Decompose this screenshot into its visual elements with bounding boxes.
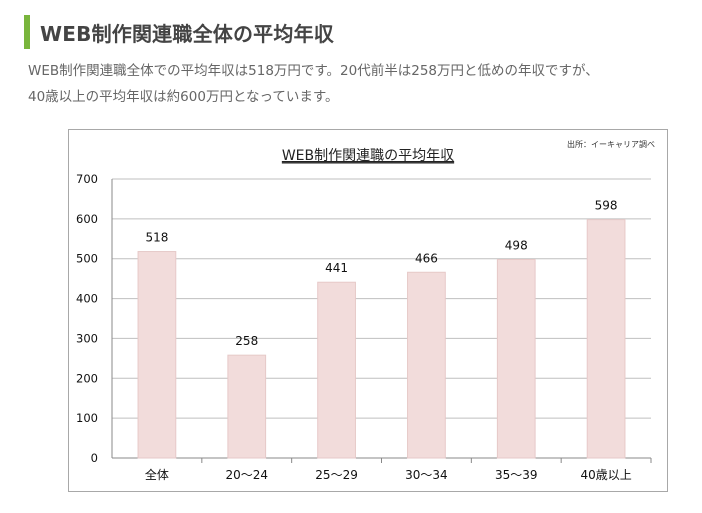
data-label: 518 xyxy=(145,231,168,245)
data-label: 498 xyxy=(505,239,528,253)
chart-container: WEB制作関連職の平均年収 出所：イーキャリア調べ 0 100 200 300 400 500… xyxy=(68,129,668,492)
y-tick-label: 300 xyxy=(76,331,98,345)
intro-paragraph: WEB制作関連職全体での平均年収は518万円です。20代前半は258万円と低めの… xyxy=(28,58,696,110)
data-label: 598 xyxy=(595,199,618,213)
y-tick-label: 0 xyxy=(91,451,98,465)
source-note: 出所：イーキャリア調べ xyxy=(567,139,655,149)
section-heading-text: WEB制作関連職全体の平均年収 xyxy=(40,21,334,46)
intro-line-2: 40歳以上の平均年収は約600万円となっています。 xyxy=(28,89,339,105)
category-label: 30〜34 xyxy=(405,468,448,482)
bar-chart: WEB制作関連職の平均年収 出所：イーキャリア調べ 0 100 200 300 400 500… xyxy=(76,139,655,482)
y-tick-label: 700 xyxy=(76,172,98,186)
category-label: 25〜29 xyxy=(315,468,358,482)
bar xyxy=(317,281,356,459)
bar xyxy=(496,259,536,459)
section-heading: WEB制作関連職全体の平均年収 xyxy=(24,15,334,49)
y-tick-label: 600 xyxy=(76,212,98,226)
bar xyxy=(407,271,446,459)
data-label: 441 xyxy=(325,261,348,275)
bar xyxy=(137,251,177,459)
category-label: 全体 xyxy=(145,467,169,482)
category-label: 40歳以上 xyxy=(580,468,631,482)
y-tick-label: 200 xyxy=(76,371,98,385)
bar xyxy=(227,354,267,459)
data-label: 466 xyxy=(415,251,438,265)
bar xyxy=(586,219,626,459)
y-tick-label: 100 xyxy=(76,411,98,425)
chart-title: WEB制作関連職の平均年収 xyxy=(282,148,454,164)
data-label: 258 xyxy=(235,334,258,348)
y-tick-label: 400 xyxy=(76,292,98,306)
y-tick-label: 500 xyxy=(76,252,98,266)
intro-line-1: WEB制作関連職全体での平均年収は518万円です。20代前半は258万円と低めの… xyxy=(28,63,599,79)
category-label: 35〜39 xyxy=(495,468,538,482)
category-label: 20〜24 xyxy=(225,468,268,482)
